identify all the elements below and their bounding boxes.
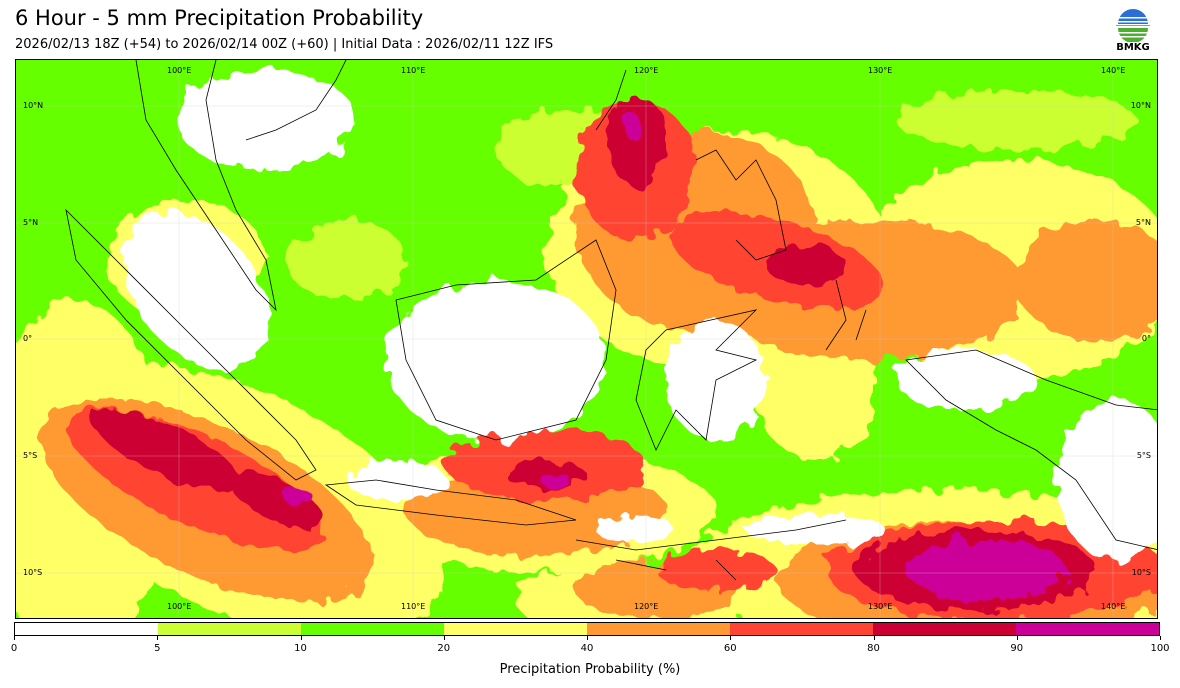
colorbar-tick bbox=[1016, 636, 1018, 640]
lat-label-right: 10°N bbox=[1130, 101, 1151, 110]
colorbar bbox=[14, 622, 1160, 636]
colorbar-tick-label: 100 bbox=[1150, 643, 1170, 654]
lat-label-left: 0° bbox=[23, 334, 33, 343]
lat-label-left: 10°S bbox=[23, 568, 43, 577]
colorbar-tick bbox=[157, 636, 159, 640]
colorbar-tick-label: 5 bbox=[154, 643, 161, 654]
lat-label-right: 0° bbox=[1141, 334, 1151, 343]
lon-label-top: 120°E bbox=[634, 66, 659, 75]
colorbar-tick-label: 10 bbox=[294, 643, 307, 654]
lat-label-left: 5°N bbox=[23, 218, 39, 227]
chart-title: 6 Hour - 5 mm Precipitation Probability bbox=[15, 6, 424, 30]
colorbar-tick-label: 80 bbox=[867, 643, 880, 654]
lat-label-right: 5°S bbox=[1136, 451, 1151, 460]
colorbar-title: Precipitation Probability (%) bbox=[499, 662, 681, 677]
logo-text: BMKG bbox=[1116, 42, 1150, 53]
lon-label-bottom: 140°E bbox=[1101, 602, 1126, 611]
lon-label-bottom: 130°E bbox=[868, 602, 893, 611]
colorbar-tick-label: 40 bbox=[580, 643, 594, 654]
colorbar-segment bbox=[1016, 623, 1159, 635]
lon-label-bottom: 110°E bbox=[401, 602, 426, 611]
lat-label-right: 10°S bbox=[1131, 568, 1151, 577]
colorbar-tick bbox=[300, 636, 302, 640]
colorbar-tick bbox=[443, 636, 445, 640]
colorbar-segment bbox=[587, 623, 730, 635]
lon-label-top: 130°E bbox=[868, 66, 893, 75]
bmkg-logo: BMKG bbox=[1113, 8, 1153, 54]
chart-subtitle: 2026/02/13 18Z (+54) to 2026/02/14 00Z (… bbox=[15, 37, 554, 52]
precipitation-map: 100°E 110°E 120°E 130°E 140°E 100°E 110°… bbox=[15, 59, 1158, 619]
lon-label-top: 140°E bbox=[1101, 66, 1126, 75]
lon-label-top: 110°E bbox=[401, 66, 426, 75]
lon-label-bottom: 120°E bbox=[634, 602, 659, 611]
colorbar-segment bbox=[158, 623, 301, 635]
colorbar-segment bbox=[730, 623, 873, 635]
colorbar-tick bbox=[873, 636, 875, 640]
coastlines bbox=[65, 60, 1157, 581]
lat-label-right: 5°N bbox=[1135, 218, 1151, 227]
colorbar-segment bbox=[301, 623, 444, 635]
lon-label-top: 100°E bbox=[167, 66, 192, 75]
colorbar-tick bbox=[14, 636, 15, 640]
colorbar-tick bbox=[1160, 636, 1161, 640]
map-layer bbox=[16, 60, 1157, 618]
colorbar-segment bbox=[873, 623, 1016, 635]
colorbar-tick-label: 60 bbox=[723, 643, 737, 654]
colorbar-tick-label: 20 bbox=[437, 643, 451, 654]
colorbar-segment bbox=[15, 623, 158, 635]
colorbar-tick bbox=[587, 636, 588, 640]
colorbar-tick-label: 0 bbox=[10, 643, 18, 654]
colorbar-tick-label: 90 bbox=[1010, 643, 1024, 654]
lat-label-left: 10°N bbox=[23, 101, 44, 110]
lon-label-bottom: 100°E bbox=[167, 602, 192, 611]
lat-label-left: 5°S bbox=[23, 451, 38, 460]
colorbar-segment bbox=[444, 623, 587, 635]
colorbar-tick bbox=[730, 636, 732, 640]
